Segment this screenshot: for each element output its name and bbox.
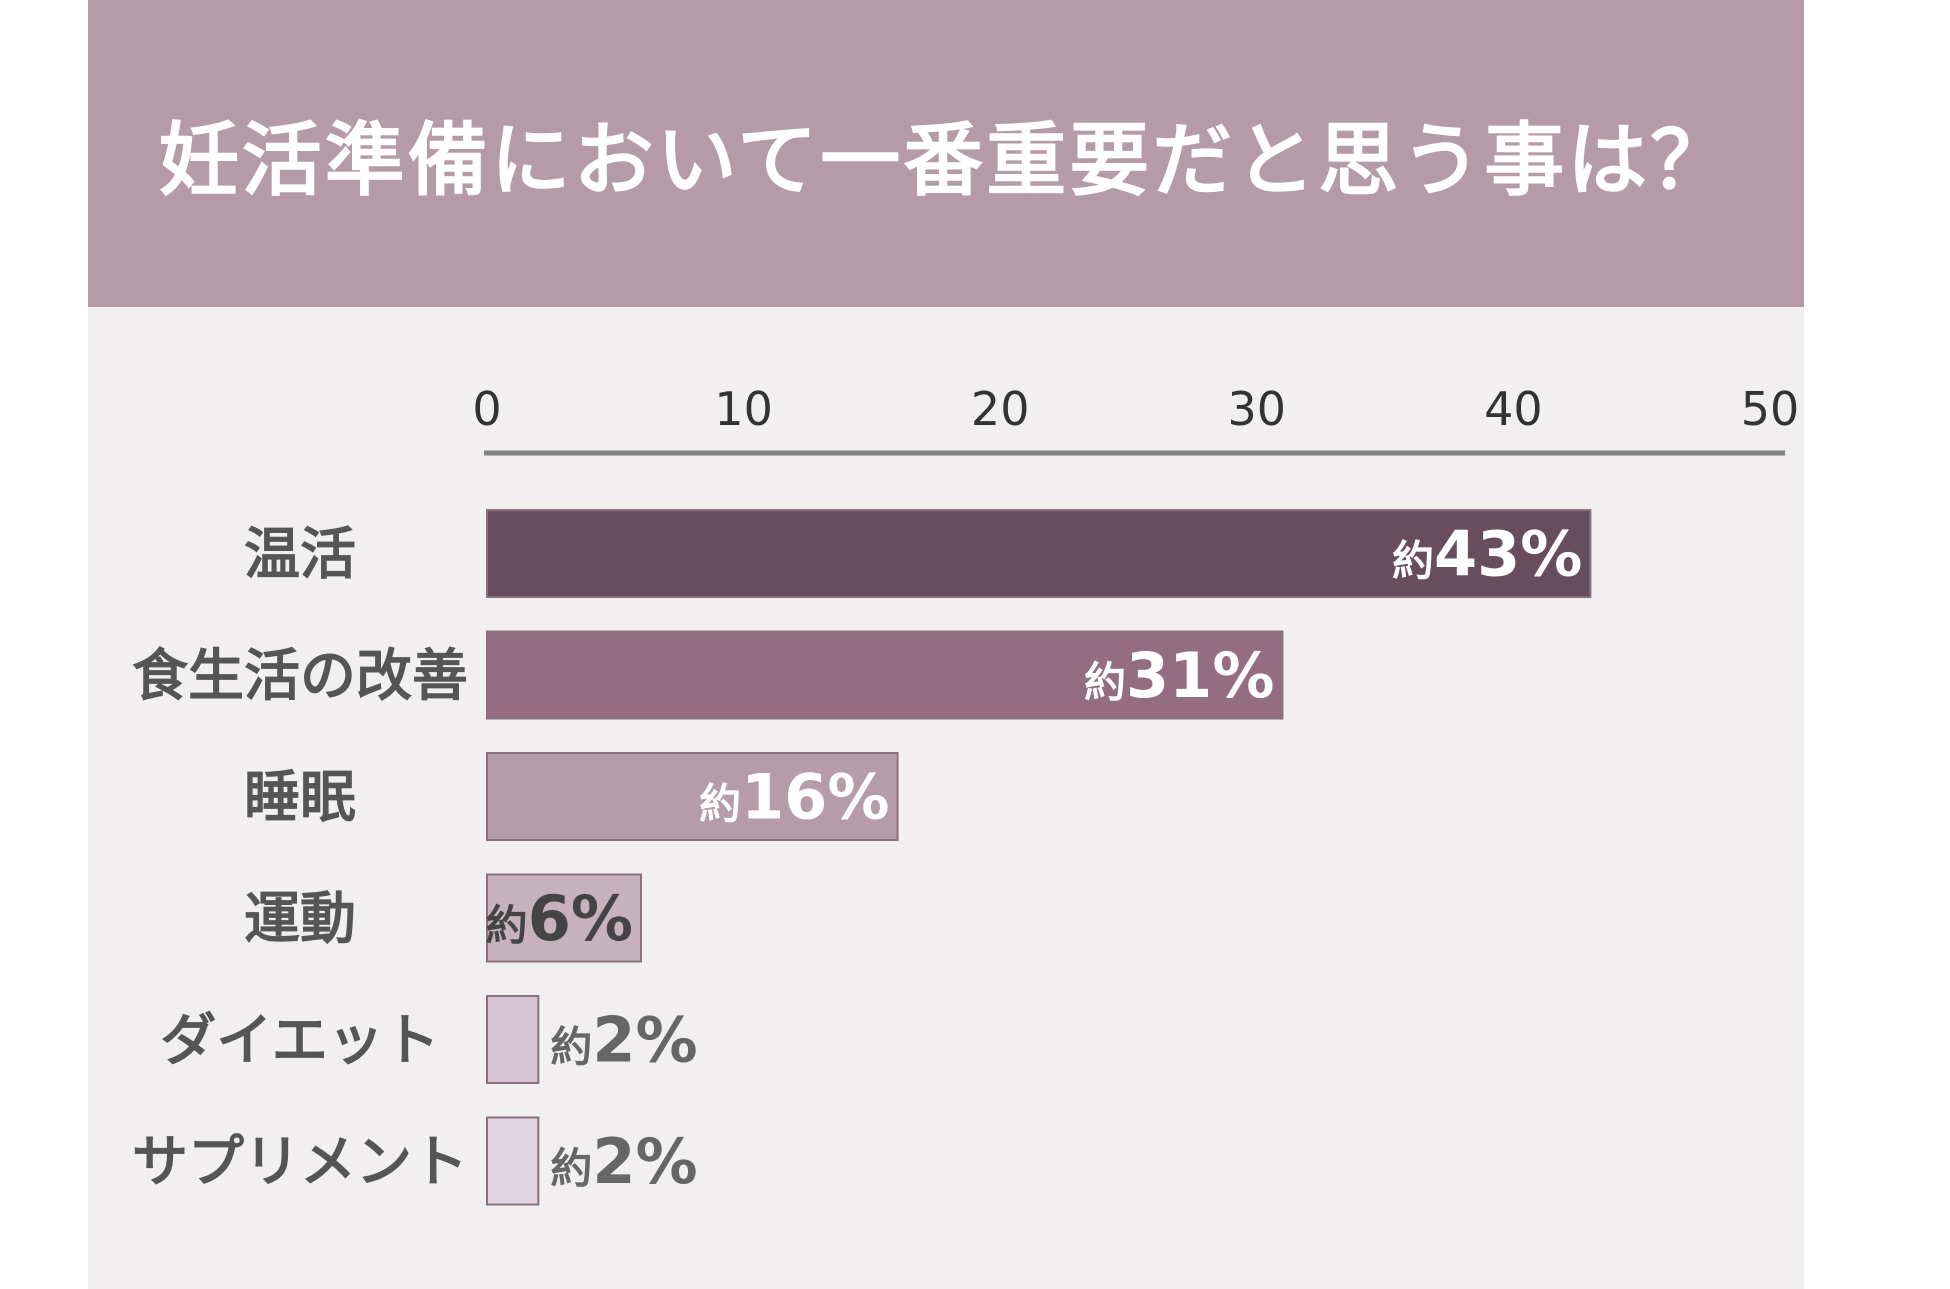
bar xyxy=(486,630,1284,720)
value-label-prefix: 約 xyxy=(550,1023,592,1072)
title-banner: 妊活準備において一番重要だと思う事は？ xyxy=(88,0,1804,307)
x-tick-label: 30 xyxy=(1228,382,1287,436)
value-label-number: 16% xyxy=(741,761,889,834)
value-label: 約31% xyxy=(1084,639,1274,712)
value-label-prefix: 約 xyxy=(1084,658,1126,707)
bars xyxy=(486,509,1592,1206)
category-label: 運動 xyxy=(244,887,356,952)
category-label: 食生活の改善 xyxy=(132,644,468,709)
chart-title: 妊活準備において一番重要だと思う事は？ xyxy=(158,113,1734,207)
value-label-number: 43% xyxy=(1434,518,1582,591)
category-label: サプリメント xyxy=(132,1130,468,1195)
x-axis-ticks: 0 10 20 30 40 50 xyxy=(472,382,1799,436)
value-label-prefix: 約 xyxy=(550,1144,592,1193)
bar xyxy=(486,995,540,1084)
x-tick-label: 20 xyxy=(971,382,1030,436)
x-tick-label: 0 xyxy=(472,382,501,436)
bar xyxy=(486,1116,540,1206)
category-label: ダイエット xyxy=(160,1009,439,1074)
bar xyxy=(486,509,1592,598)
value-label: 約2% xyxy=(550,1004,697,1077)
bar xyxy=(486,752,899,841)
x-tick-label: 40 xyxy=(1484,382,1543,436)
bar xyxy=(486,873,642,963)
value-label-number: 2% xyxy=(592,1125,697,1198)
value-label: 約43% xyxy=(1392,518,1582,591)
value-label: 約6% xyxy=(486,882,633,955)
category-label: 睡眠 xyxy=(244,766,356,831)
value-label-prefix: 約 xyxy=(486,901,528,950)
value-label: 約2% xyxy=(550,1125,697,1198)
value-label-number: 31% xyxy=(1126,639,1274,712)
value-label: 約16% xyxy=(699,761,889,834)
value-labels: 約43%約31%約16%約6%約2%約2% xyxy=(486,518,1583,1199)
x-tick-label: 10 xyxy=(714,382,773,436)
x-tick-label: 50 xyxy=(1741,382,1800,436)
value-label-number: 2% xyxy=(592,1004,697,1077)
value-label-number: 6% xyxy=(528,882,633,955)
value-label-prefix: 約 xyxy=(699,780,741,829)
category-label: 温活 xyxy=(244,523,356,588)
value-label-prefix: 約 xyxy=(1392,537,1434,586)
